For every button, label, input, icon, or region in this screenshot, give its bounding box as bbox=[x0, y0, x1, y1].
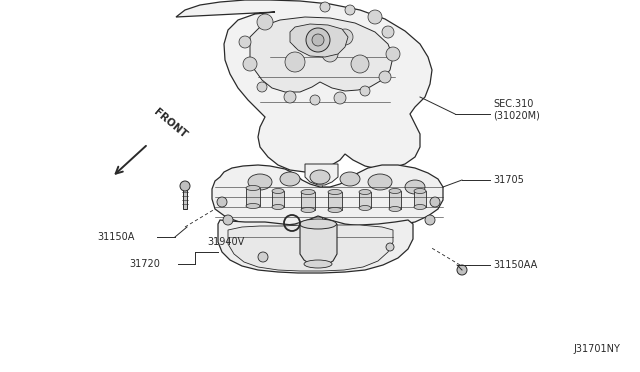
Polygon shape bbox=[228, 225, 393, 271]
Polygon shape bbox=[290, 24, 348, 57]
Ellipse shape bbox=[248, 174, 272, 190]
Circle shape bbox=[351, 55, 369, 73]
Circle shape bbox=[379, 71, 391, 83]
Ellipse shape bbox=[301, 189, 315, 195]
Circle shape bbox=[337, 29, 353, 45]
Polygon shape bbox=[250, 17, 393, 92]
Circle shape bbox=[284, 91, 296, 103]
Text: 31705: 31705 bbox=[493, 175, 524, 185]
Circle shape bbox=[334, 92, 346, 104]
Polygon shape bbox=[176, 0, 432, 172]
Ellipse shape bbox=[328, 208, 342, 212]
Circle shape bbox=[320, 2, 330, 12]
Polygon shape bbox=[212, 165, 443, 226]
Circle shape bbox=[223, 215, 233, 225]
Circle shape bbox=[386, 243, 394, 251]
Circle shape bbox=[285, 52, 305, 72]
Text: FRONT: FRONT bbox=[152, 107, 189, 140]
Circle shape bbox=[217, 197, 227, 207]
Ellipse shape bbox=[280, 172, 300, 186]
Ellipse shape bbox=[328, 189, 342, 195]
Polygon shape bbox=[305, 164, 338, 185]
Ellipse shape bbox=[414, 205, 426, 209]
Ellipse shape bbox=[310, 170, 330, 184]
Bar bbox=[414, 191, 426, 207]
Circle shape bbox=[243, 57, 257, 71]
Ellipse shape bbox=[272, 189, 284, 193]
Bar bbox=[328, 192, 342, 210]
Circle shape bbox=[310, 95, 320, 105]
Circle shape bbox=[368, 10, 382, 24]
Circle shape bbox=[322, 46, 338, 62]
Circle shape bbox=[257, 14, 273, 30]
Ellipse shape bbox=[304, 260, 332, 268]
Bar bbox=[272, 191, 284, 207]
Text: 31720: 31720 bbox=[129, 259, 160, 269]
Ellipse shape bbox=[389, 189, 401, 193]
Circle shape bbox=[258, 252, 268, 262]
Circle shape bbox=[345, 5, 355, 15]
Circle shape bbox=[386, 47, 400, 61]
Ellipse shape bbox=[359, 205, 371, 211]
Ellipse shape bbox=[301, 208, 315, 212]
Bar bbox=[246, 188, 260, 206]
Circle shape bbox=[306, 28, 330, 52]
Text: 31940V: 31940V bbox=[208, 237, 245, 247]
Ellipse shape bbox=[272, 205, 284, 209]
Text: 31150AA: 31150AA bbox=[493, 260, 537, 270]
Ellipse shape bbox=[246, 186, 260, 190]
Text: SEC.310
(31020M): SEC.310 (31020M) bbox=[493, 99, 540, 121]
Circle shape bbox=[382, 26, 394, 38]
Polygon shape bbox=[183, 186, 187, 209]
Polygon shape bbox=[218, 220, 413, 273]
Circle shape bbox=[180, 181, 190, 191]
Circle shape bbox=[457, 265, 467, 275]
Ellipse shape bbox=[405, 180, 425, 194]
Text: 31150A: 31150A bbox=[98, 232, 135, 242]
Ellipse shape bbox=[368, 174, 392, 190]
Circle shape bbox=[312, 34, 324, 46]
Text: J31701NY: J31701NY bbox=[573, 344, 620, 354]
Ellipse shape bbox=[359, 189, 371, 195]
Circle shape bbox=[239, 36, 251, 48]
Circle shape bbox=[425, 215, 435, 225]
Ellipse shape bbox=[300, 219, 337, 229]
Ellipse shape bbox=[340, 172, 360, 186]
Circle shape bbox=[293, 35, 307, 49]
Polygon shape bbox=[300, 224, 337, 266]
Bar bbox=[301, 192, 315, 210]
Ellipse shape bbox=[414, 189, 426, 193]
Ellipse shape bbox=[246, 203, 260, 208]
Bar bbox=[359, 192, 371, 208]
Circle shape bbox=[360, 86, 370, 96]
Ellipse shape bbox=[389, 206, 401, 212]
Circle shape bbox=[430, 197, 440, 207]
Circle shape bbox=[257, 82, 267, 92]
Bar bbox=[389, 191, 401, 209]
